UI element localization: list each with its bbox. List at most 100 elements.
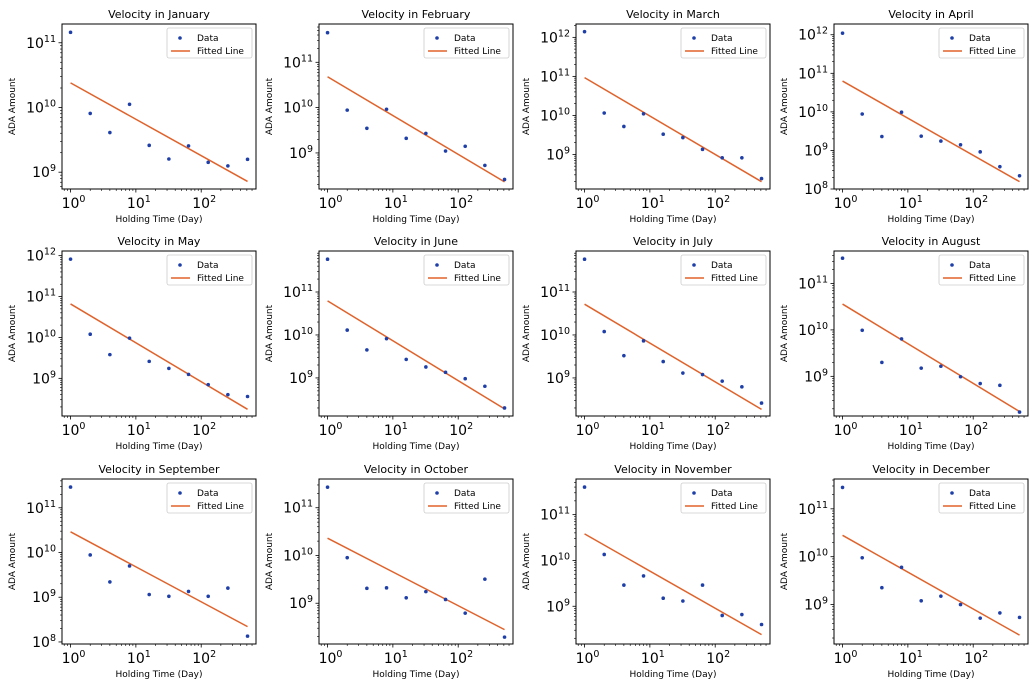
data-point (186, 372, 191, 377)
x-tick-base: 10 (706, 196, 724, 212)
fitted-line (842, 80, 1020, 183)
data-point (245, 157, 250, 162)
data-point (939, 594, 943, 598)
fitted-line (584, 76, 762, 183)
data-point (127, 336, 132, 340)
data-point (384, 107, 389, 112)
x-tick-base: 10 (127, 423, 145, 439)
x-tick-exp: 0 (851, 421, 857, 432)
y-tick-exp: 11 (44, 288, 56, 299)
y-axis-label: ADA Amount (522, 77, 532, 135)
data-point (443, 149, 448, 153)
data-point (582, 257, 587, 261)
y-tick-label: 1010 (798, 321, 828, 339)
data-point (641, 339, 646, 343)
x-tick-label: 102 (964, 194, 988, 212)
legend-data-label: Data (197, 261, 219, 271)
x-tick-base: 10 (834, 423, 852, 439)
x-tick-label: 100 (834, 421, 858, 439)
legend-data-marker (692, 36, 696, 40)
x-tick-base: 10 (62, 423, 80, 439)
fitted-line (70, 303, 248, 410)
data-point (68, 257, 73, 261)
data-point (661, 359, 666, 364)
fitted-line (327, 537, 505, 631)
x-axis-label: Holding Time (Day) (888, 442, 975, 452)
x-tick-exp: 0 (79, 649, 85, 660)
y-axis-label: ADA Amount (8, 304, 18, 362)
legend-fit-label: Fitted Line (711, 502, 758, 512)
y-tick-exp: 9 (564, 145, 570, 156)
data-point (860, 328, 865, 333)
fitted-line (327, 76, 505, 183)
y-tick-base: 10 (26, 546, 44, 562)
data-point (602, 552, 607, 557)
legend: Data Fitted Line (166, 482, 253, 514)
y-tick-base: 10 (804, 182, 822, 198)
legend-data-label: Data (969, 489, 991, 499)
x-tick-label: 101 (384, 194, 408, 212)
fitted-line (327, 300, 505, 410)
y-tick-label: 1012 (26, 247, 56, 265)
axes-frame (61, 250, 257, 417)
x-tick-label: 100 (834, 649, 858, 667)
y-tick-base: 10 (283, 548, 301, 564)
axes-frame (318, 478, 514, 645)
x-tick-exp: 1 (402, 649, 408, 660)
y-tick-base: 10 (26, 330, 44, 346)
axes-frame (61, 478, 257, 645)
y-tick-base: 10 (540, 108, 558, 124)
y-tick-base: 10 (540, 553, 558, 569)
legend-fit-label: Fitted Line (454, 502, 501, 512)
data-point (1017, 615, 1022, 620)
data-point (740, 155, 744, 160)
x-axis-label: Holding Time (Day) (116, 215, 203, 225)
x-tick-label: 100 (834, 194, 858, 212)
x-tick-base: 10 (899, 651, 917, 667)
y-axis-label: ADA Amount (265, 532, 275, 590)
x-axis-label: Holding Time (Day) (373, 215, 460, 225)
data-point (167, 366, 171, 371)
y-tick-base: 10 (804, 598, 822, 614)
x-tick-exp: 2 (210, 421, 216, 432)
y-tick-base: 10 (798, 502, 816, 518)
x-tick-base: 10 (641, 651, 659, 667)
y-tick-label: 1011 (283, 499, 313, 517)
data-point (68, 30, 73, 35)
x-axis-label: Holding Time (Day) (888, 670, 975, 680)
x-tick-label: 102 (706, 194, 730, 212)
x-tick-base: 10 (964, 423, 982, 439)
data-point (424, 365, 428, 369)
y-tick-base: 10 (289, 146, 307, 162)
axes-frame (318, 250, 514, 417)
y-tick-exp: 10 (301, 99, 313, 110)
x-tick-label: 101 (899, 194, 923, 212)
x-tick-base: 10 (964, 196, 982, 212)
legend-data-marker (178, 491, 182, 495)
x-tick-exp: 1 (659, 649, 665, 660)
fitted-line (584, 533, 762, 636)
data-point (483, 577, 487, 581)
x-tick-exp: 2 (467, 421, 473, 432)
y-tick-label: 1011 (798, 274, 828, 292)
y-tick-exp: 10 (816, 548, 828, 559)
data-point (978, 616, 983, 620)
y-tick-base: 10 (283, 501, 301, 517)
x-tick-base: 10 (706, 651, 724, 667)
y-tick-label: 1011 (540, 283, 570, 301)
y-tick-base: 10 (546, 147, 564, 163)
data-point (404, 357, 409, 362)
subplot-title: Velocity in June (374, 235, 458, 248)
data-point (226, 164, 230, 168)
y-tick-exp: 12 (816, 26, 828, 37)
data-point (384, 586, 389, 590)
data-point (147, 143, 152, 148)
y-tick-label: 1010 (540, 326, 570, 344)
data-point (443, 370, 448, 375)
legend-fit-label: Fitted Line (454, 274, 501, 284)
data-point (167, 594, 171, 599)
x-tick-exp: 2 (982, 194, 988, 205)
y-tick-label: 109 (32, 588, 56, 606)
data-point (661, 596, 666, 600)
